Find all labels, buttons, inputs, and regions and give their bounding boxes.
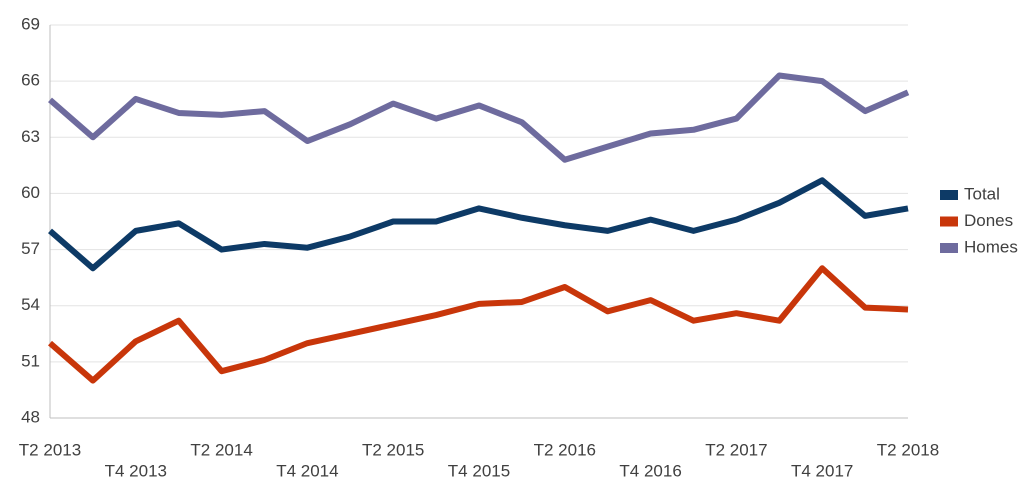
series-line [48, 72, 910, 163]
y-tick-label: 63 [21, 127, 40, 146]
series-line [48, 177, 909, 272]
legend-label: Total [964, 184, 1000, 203]
y-tick-label: 48 [21, 407, 40, 426]
legend-label: Dones [964, 211, 1013, 230]
x-tick-label: T4 2016 [619, 461, 681, 480]
x-tick-label: T2 2017 [705, 440, 767, 459]
y-tick-label: 69 [21, 14, 40, 33]
legend-swatch [940, 190, 958, 200]
legend-swatch [940, 216, 958, 227]
x-tick-label: T2 2018 [877, 440, 939, 459]
x-tick-label: T2 2013 [19, 440, 81, 459]
x-tick-label: T4 2014 [276, 461, 338, 480]
y-tick-label: 66 [21, 71, 40, 90]
y-tick-label: 57 [21, 239, 40, 258]
y-tick-label: 51 [21, 351, 40, 370]
x-tick-label: T2 2014 [190, 440, 252, 459]
x-tick-label: T4 2017 [791, 461, 853, 480]
x-tick-label: T4 2015 [448, 461, 510, 480]
legend-label: Homes [964, 237, 1018, 256]
x-tick-label: T2 2015 [362, 440, 424, 459]
y-tick-label: 60 [21, 183, 40, 202]
legend-swatch [940, 243, 958, 253]
y-tick-label: 54 [21, 295, 40, 314]
x-tick-label: T2 2016 [534, 440, 596, 459]
series-line [48, 265, 909, 384]
x-tick-label: T4 2013 [105, 461, 167, 480]
